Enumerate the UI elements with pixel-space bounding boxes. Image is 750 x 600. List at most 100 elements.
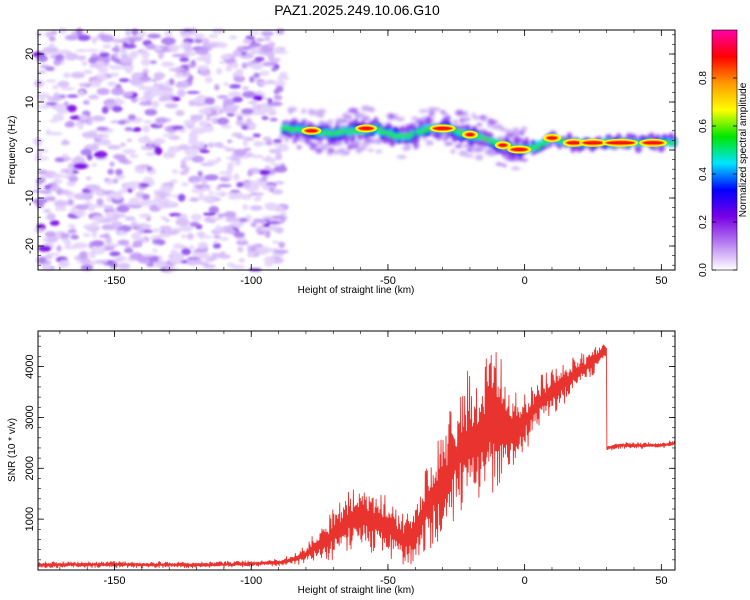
- noise-blob: [196, 141, 206, 148]
- x-tick-label: -50: [380, 575, 396, 587]
- noise-blob: [188, 99, 195, 107]
- noise-blob: [38, 245, 52, 252]
- noise-blob: [229, 35, 238, 40]
- noise-blob: [77, 34, 91, 41]
- noise-blob: [127, 114, 136, 121]
- ridge-hotspots: [301, 124, 668, 154]
- noise-blob: [201, 182, 208, 187]
- noise-blob: [43, 196, 56, 201]
- noise-blob: [35, 138, 42, 146]
- noise-blob: [56, 245, 62, 252]
- hotspot-core: [466, 133, 474, 137]
- ridge-halo: [476, 123, 483, 127]
- noise-blob: [197, 94, 206, 99]
- noise-blob: [250, 222, 257, 228]
- ridge-halo: [521, 126, 528, 132]
- noise-blob: [262, 61, 276, 67]
- noise-blob: [53, 103, 65, 112]
- noise-blob: [81, 131, 97, 139]
- noise-blob: [269, 205, 285, 211]
- noise-blob: [111, 87, 125, 96]
- ridge-halo: [335, 121, 340, 126]
- noise-blob: [152, 238, 165, 245]
- noise-blob: [213, 240, 219, 244]
- noise-blob: [216, 67, 223, 75]
- noise-blob: [208, 34, 219, 39]
- noise-blob: [34, 183, 43, 189]
- noise-blob: [36, 92, 51, 99]
- noise-blob: [232, 96, 243, 103]
- noise-blob: [254, 56, 265, 62]
- ridge-halo: [511, 166, 521, 171]
- noise-blob: [273, 47, 285, 54]
- x-tick-label: 50: [655, 575, 667, 587]
- noise-blob: [113, 154, 126, 160]
- noise-blob: [130, 96, 138, 103]
- noise-blob: [253, 142, 268, 146]
- noise-blob: [74, 255, 81, 261]
- x-tick-label: -150: [104, 575, 126, 587]
- noise-blob: [58, 27, 67, 34]
- noise-blob: [106, 195, 112, 203]
- noise-blob: [63, 245, 78, 250]
- noise-blob: [199, 70, 212, 77]
- ridge-halo: [421, 137, 428, 141]
- ridge-halo: [316, 141, 324, 146]
- ridge-halo: [367, 148, 374, 152]
- noise-blob: [269, 117, 278, 122]
- noise-blob: [247, 101, 258, 104]
- noise-blob: [204, 97, 216, 105]
- noise-blob: [43, 209, 51, 213]
- noise-blob: [91, 142, 99, 151]
- noise-blob: [271, 189, 283, 195]
- ridge-halo: [301, 119, 308, 123]
- ridge-halo: [425, 140, 434, 146]
- noise-blob: [142, 125, 150, 133]
- noise-blob: [207, 142, 215, 148]
- ridge-halo: [434, 107, 441, 112]
- noise-blob: [226, 165, 234, 173]
- ridge-halo: [361, 115, 369, 120]
- noise-blob: [91, 163, 98, 167]
- noise-blob: [82, 224, 98, 229]
- noise-blob: [112, 178, 119, 184]
- noise-blob: [229, 84, 241, 89]
- spectrogram-xlabel: Height of straight line (km): [298, 285, 415, 296]
- ridge-halo: [512, 131, 520, 137]
- noise-blob: [246, 61, 253, 67]
- ridge-halo: [308, 110, 318, 116]
- noise-blob: [218, 60, 227, 65]
- ridge-halo: [309, 142, 319, 147]
- noise-blob: [259, 169, 271, 176]
- noise-blob: [226, 174, 233, 180]
- noise-blob: [253, 94, 264, 101]
- noise-blob: [111, 221, 123, 228]
- noise-blob: [117, 120, 127, 125]
- ridge-halo: [348, 107, 359, 114]
- noise-blob: [202, 197, 215, 203]
- noise-blob: [116, 230, 126, 235]
- noise-blob: [140, 50, 150, 59]
- ridge-halo: [484, 148, 491, 152]
- noise-blob: [237, 47, 244, 52]
- noise-blob: [214, 192, 227, 196]
- noise-blob: [84, 192, 92, 201]
- noise-blob: [149, 179, 155, 187]
- noise-blob: [179, 57, 190, 62]
- noise-blob: [93, 259, 109, 264]
- noise-blob: [124, 247, 134, 254]
- colorbar: 0.0 0.2 0.4 0.6 0.8 Normalized spectral ampl…: [698, 29, 749, 277]
- noise-blob: [215, 186, 222, 191]
- noise-blob: [224, 147, 236, 152]
- noise-blob: [213, 235, 221, 239]
- noise-blob: [158, 83, 165, 91]
- noise-blob: [204, 174, 219, 181]
- noise-blob: [220, 54, 231, 60]
- ridge-halo: [337, 118, 346, 122]
- noise-blob: [215, 224, 222, 232]
- noise-blob: [42, 51, 56, 55]
- noise-blob: [47, 131, 63, 136]
- noise-blob: [203, 264, 216, 269]
- noise-blob: [177, 193, 186, 202]
